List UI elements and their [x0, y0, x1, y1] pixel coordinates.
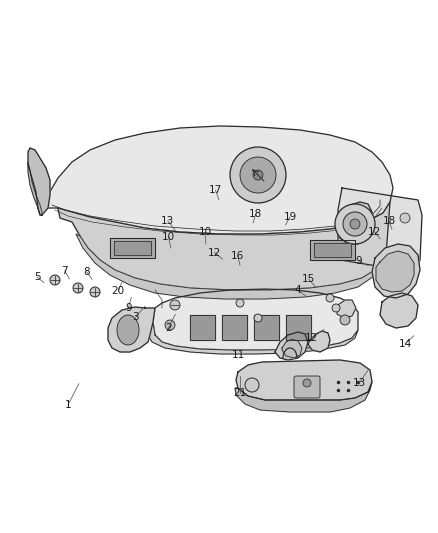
Ellipse shape	[117, 315, 139, 345]
Text: 10: 10	[198, 228, 212, 237]
Polygon shape	[275, 332, 308, 360]
Text: 9: 9	[356, 256, 363, 266]
Circle shape	[240, 157, 276, 193]
Circle shape	[335, 204, 375, 244]
Text: 5: 5	[34, 272, 41, 282]
Text: 9: 9	[125, 303, 132, 312]
Text: 12: 12	[304, 334, 318, 343]
Text: 13: 13	[353, 378, 366, 387]
Circle shape	[245, 378, 259, 392]
Circle shape	[254, 314, 262, 322]
Text: 11: 11	[232, 350, 245, 360]
Text: 10: 10	[162, 232, 175, 242]
Circle shape	[73, 283, 83, 293]
Polygon shape	[42, 126, 393, 234]
Polygon shape	[380, 293, 418, 328]
Polygon shape	[282, 339, 302, 358]
Polygon shape	[190, 315, 215, 340]
Text: 19: 19	[283, 212, 297, 222]
Circle shape	[236, 299, 244, 307]
Text: 3: 3	[132, 312, 139, 322]
Polygon shape	[376, 251, 414, 292]
Circle shape	[165, 320, 175, 330]
Circle shape	[170, 300, 180, 310]
Circle shape	[326, 294, 334, 302]
Polygon shape	[108, 307, 155, 352]
Circle shape	[50, 275, 60, 285]
Polygon shape	[153, 289, 358, 350]
Polygon shape	[235, 382, 372, 412]
Text: 13: 13	[161, 216, 174, 225]
Polygon shape	[148, 322, 358, 354]
Text: 15: 15	[302, 274, 315, 284]
Text: 2: 2	[165, 323, 172, 333]
Text: 17: 17	[209, 185, 222, 195]
Polygon shape	[114, 241, 151, 255]
Polygon shape	[28, 162, 42, 215]
FancyBboxPatch shape	[294, 376, 320, 398]
Circle shape	[332, 304, 340, 312]
Text: 12: 12	[208, 248, 221, 257]
Circle shape	[340, 315, 350, 325]
Polygon shape	[310, 240, 355, 260]
Circle shape	[90, 287, 100, 297]
Polygon shape	[308, 331, 330, 352]
Text: 18: 18	[382, 216, 396, 226]
Polygon shape	[314, 243, 351, 257]
Polygon shape	[222, 315, 247, 340]
Circle shape	[230, 147, 286, 203]
Text: 8: 8	[83, 267, 90, 277]
Text: 20: 20	[112, 286, 125, 296]
Polygon shape	[338, 188, 422, 272]
Circle shape	[253, 170, 263, 180]
Polygon shape	[28, 148, 50, 215]
Polygon shape	[236, 360, 372, 400]
Polygon shape	[58, 202, 390, 290]
Text: 12: 12	[368, 227, 381, 237]
Circle shape	[350, 219, 360, 229]
Polygon shape	[337, 300, 356, 318]
Circle shape	[400, 213, 410, 223]
Circle shape	[303, 379, 311, 387]
Circle shape	[343, 212, 367, 236]
Text: 16: 16	[231, 252, 244, 261]
Text: 7: 7	[61, 266, 68, 276]
Text: 21: 21	[233, 389, 247, 398]
Polygon shape	[110, 238, 155, 258]
Polygon shape	[372, 244, 420, 298]
Text: 1: 1	[64, 400, 71, 410]
Polygon shape	[286, 315, 311, 340]
Polygon shape	[254, 315, 279, 340]
Circle shape	[350, 210, 360, 220]
Text: 4: 4	[294, 286, 301, 295]
Polygon shape	[76, 234, 386, 299]
Text: 14: 14	[399, 339, 412, 349]
Text: 18: 18	[249, 209, 262, 219]
Polygon shape	[337, 202, 372, 244]
